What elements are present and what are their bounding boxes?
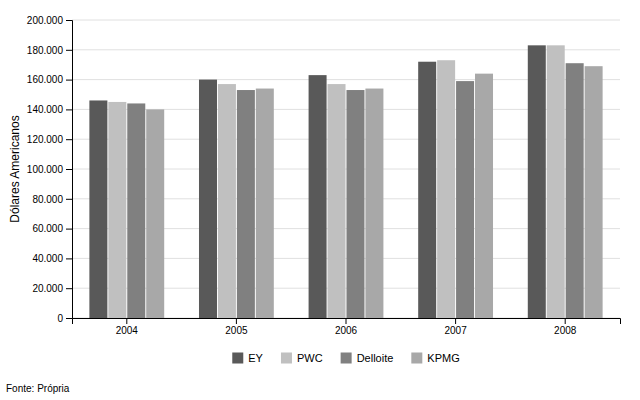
x-tick: 2007: [444, 318, 467, 336]
y-tick: 0: [57, 313, 72, 324]
x-tick: 2005: [225, 318, 248, 336]
y-tick-label: 20.000: [32, 283, 63, 294]
y-tick: 140.000: [27, 104, 72, 115]
y-tick-mark: [66, 199, 72, 200]
bar: [256, 89, 274, 318]
legend-swatch: [232, 353, 243, 364]
y-tick-mark: [66, 288, 72, 289]
x-tick-mark: [126, 318, 127, 324]
y-tick: 80.000: [32, 194, 72, 205]
x-tick-label: 2007: [444, 325, 467, 336]
bar: [585, 66, 603, 318]
bar: [89, 100, 107, 318]
bar-series: [108, 45, 564, 318]
bar-series: [146, 66, 602, 318]
y-tick: 60.000: [32, 223, 72, 234]
y-tick-mark: [66, 169, 72, 170]
bar: [328, 84, 346, 318]
y-axis: 0 20.000 40.000 60.000 80.000 100.000 120.000 1…: [27, 15, 73, 324]
y-tick: 120.000: [27, 134, 72, 145]
bar-series: [127, 63, 583, 318]
legend-swatch: [281, 353, 292, 364]
y-tick: 40.000: [32, 253, 72, 264]
chart-container: 0 20.000 40.000 60.000 80.000 100.000 120.000 1…: [0, 0, 640, 400]
y-tick-label: 120.000: [27, 134, 64, 145]
legend-item: PWC: [281, 352, 323, 364]
bar: [566, 63, 584, 318]
x-tick-label: 2008: [554, 325, 577, 336]
legend-label: PWC: [297, 352, 323, 364]
bar: [528, 45, 546, 318]
y-tick-mark: [66, 258, 72, 259]
y-tick: 20.000: [32, 283, 72, 294]
legend-item: EY: [232, 352, 263, 364]
x-tick-label: 2005: [225, 325, 248, 336]
bar: [237, 90, 255, 318]
source-note: Fonte: Própria: [6, 383, 70, 394]
x-tick: 2006: [335, 318, 358, 336]
grid: [72, 20, 620, 318]
bar: [108, 102, 126, 318]
x-tick-mark: [455, 318, 456, 324]
bar: [309, 75, 327, 318]
x-tick-mark: [565, 318, 566, 324]
x-tick-mark: [236, 318, 237, 324]
y-tick-label: 180.000: [27, 45, 64, 56]
bar: [346, 90, 364, 318]
bar: [146, 109, 164, 318]
bar: [547, 45, 565, 318]
y-tick-label: 60.000: [32, 223, 63, 234]
chart-svg: 0 20.000 40.000 60.000 80.000 100.000 120.000 1…: [0, 0, 640, 400]
legend-item: KPMG: [411, 352, 459, 364]
legend-label: Delloite: [357, 352, 394, 364]
y-tick: 180.000: [27, 45, 72, 56]
x-tick-label: 2006: [335, 325, 358, 336]
legend-label: EY: [248, 352, 263, 364]
y-tick-mark: [66, 318, 72, 319]
bar: [475, 74, 493, 318]
bar: [365, 89, 383, 318]
y-tick-mark: [66, 139, 72, 140]
bar: [199, 80, 217, 318]
bar-series: [89, 45, 545, 318]
x-axis-line: [73, 319, 621, 325]
x-axis: 2004 2005 2006 2007 2008: [73, 318, 621, 336]
y-tick-label: 200.000: [27, 15, 64, 26]
plot-area: 0 20.000 40.000 60.000 80.000 100.000 120.000 1…: [27, 15, 621, 336]
y-axis-title: Dólares Americanos: [8, 115, 22, 222]
bar: [418, 62, 436, 318]
y-tick-label: 160.000: [27, 74, 64, 85]
bar: [437, 60, 455, 318]
bar: [456, 81, 474, 318]
y-tick: 200.000: [27, 15, 72, 26]
y-tick: 100.000: [27, 164, 72, 175]
y-tick-label: 80.000: [32, 194, 63, 205]
grid-line: [72, 20, 620, 21]
y-tick-label: 40.000: [32, 253, 63, 264]
bar: [218, 84, 236, 318]
y-tick-label: 140.000: [27, 104, 64, 115]
x-tick: 2008: [554, 318, 577, 336]
y-tick-label: 100.000: [27, 164, 64, 175]
x-tick-mark: [346, 318, 347, 324]
legend-swatch: [341, 353, 352, 364]
legend-swatch: [411, 353, 422, 364]
legend: EY PWC Delloite KPMG: [232, 352, 459, 364]
y-tick-mark: [66, 229, 72, 230]
y-tick-label: 0: [57, 313, 63, 324]
y-tick-mark: [66, 20, 72, 21]
y-tick: 160.000: [27, 74, 72, 85]
y-tick-mark: [66, 109, 72, 110]
legend-item: Delloite: [341, 352, 394, 364]
y-tick-mark: [66, 80, 72, 81]
bars: [89, 45, 602, 318]
y-tick-mark: [66, 50, 72, 51]
bar: [127, 103, 145, 318]
legend-label: KPMG: [427, 352, 459, 364]
x-tick: 2004: [116, 318, 139, 336]
y-axis-line: [66, 21, 73, 319]
x-tick-label: 2004: [116, 325, 139, 336]
